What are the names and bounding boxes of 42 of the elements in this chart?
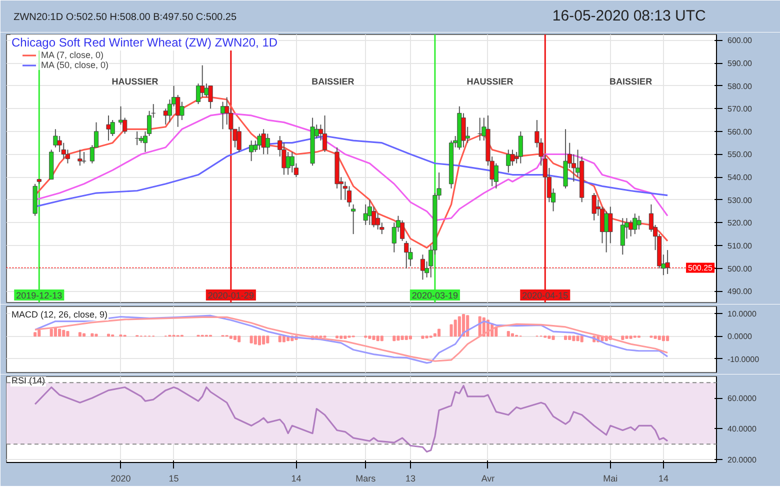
y-tick-label: 10.0000: [728, 309, 757, 318]
y-tick-label: 490.00: [728, 287, 753, 296]
y-tick-label: 580.00: [728, 82, 753, 91]
chart-title: Chicago Soft Red Winter Wheat (ZW) ZWN20, 1D: [12, 36, 278, 50]
x-tick-label: Mars: [356, 474, 376, 484]
x-tick-label: 15: [168, 474, 179, 484]
chart-title: MACD (12, 26, close, 9): [12, 310, 108, 320]
y-tick-label: 600.00: [728, 36, 753, 46]
y-tick-label: 40.0000: [728, 424, 757, 434]
y-tick-label: 570.00: [728, 104, 753, 114]
y-tick-label: 500.00: [728, 264, 753, 274]
x-tick-label: 13: [405, 474, 416, 484]
legend-label: MA (50, close, 0): [41, 60, 109, 70]
annotation: BAISSIER: [312, 76, 355, 86]
ref-line-label: 500.25: [688, 264, 714, 273]
x-tick-label: Avr: [481, 474, 495, 484]
y-tick-label: 560.00: [728, 127, 753, 136]
x-tick-label: 2020: [110, 474, 131, 484]
text: 16-05-2020 08:13 UTC: [552, 8, 706, 24]
chart-title: RSI (14): [12, 376, 46, 386]
y-tick-label: 20.0000: [728, 455, 757, 464]
ref-line-label: 2019-12-13: [16, 290, 62, 300]
x-tick-label: 14: [291, 474, 302, 484]
annotation: HAUSSIER: [112, 76, 159, 86]
annotation: BAISSIER: [610, 76, 653, 86]
annotation: HAUSSIER: [466, 76, 514, 86]
y-tick-label: 530.00: [728, 196, 753, 205]
y-tick-label: 510.00: [728, 241, 753, 250]
ref-line-label: 2020-04-15: [522, 290, 568, 300]
y-tick-label: 60.0000: [728, 394, 757, 403]
ref-line-label: 2020-01-29: [208, 290, 254, 300]
y-tick-label: 590.00: [728, 59, 753, 68]
y-tick-label: 540.00: [728, 173, 753, 182]
text: ZWN20:1D O:502.50 H:508.00 B:497.50 C:500.25: [14, 12, 237, 23]
y-tick-label: -10.0000: [728, 354, 760, 364]
ref-line-label: 2020-03-19: [412, 290, 458, 300]
x-tick-label: 14: [658, 474, 668, 484]
y-tick-label: 550.00: [728, 150, 753, 160]
x-tick-label: Mai: [603, 474, 618, 484]
legend-label: MA (7, close, 0): [41, 50, 104, 60]
y-tick-label: 520.00: [728, 218, 753, 228]
y-tick-label: 0.0000: [728, 332, 753, 342]
